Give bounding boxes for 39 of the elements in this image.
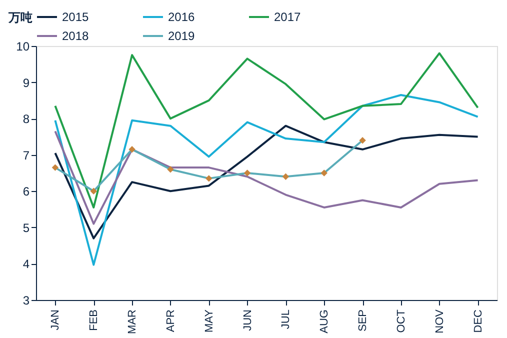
x-tick-label: AUG: [318, 310, 331, 334]
y-axis-title: 万吨: [8, 10, 32, 24]
point: [244, 170, 251, 176]
line-series: [54, 124, 479, 240]
x-tick-label: JUL: [280, 310, 292, 330]
point: [320, 170, 328, 176]
point: [206, 175, 212, 182]
y-tick-label: 8: [22, 112, 30, 126]
point: [90, 188, 97, 194]
y-tick-label: 5: [22, 220, 30, 235]
point: [282, 173, 290, 180]
line-series: [54, 52, 479, 208]
line-series: [54, 130, 479, 225]
x-tick-label: MAR: [126, 309, 139, 334]
point: [128, 146, 136, 153]
y-tick-label: 10: [16, 40, 30, 54]
point: [359, 136, 366, 144]
y-tick-label: 7: [22, 148, 30, 162]
x-tick-label: NOV: [434, 308, 446, 334]
legend-label: 2017: [274, 10, 302, 24]
line-series: [54, 94, 479, 266]
legend-label: 2018: [62, 29, 90, 43]
legend-label: 2015: [62, 10, 90, 24]
y-tick-label: 3: [22, 294, 30, 308]
x-tick-label: JAN: [50, 309, 62, 330]
y-tick-label: 4: [22, 257, 30, 272]
point: [167, 166, 174, 173]
x-tick-label: DEC: [472, 309, 484, 333]
x-tick-label: SEP: [357, 310, 370, 332]
y-tick-label: 9: [22, 76, 30, 90]
x-tick-label: OCT: [395, 309, 408, 333]
legend-label: 2019: [168, 29, 196, 43]
x-tick-label: MAY: [203, 308, 216, 333]
x-tick-label: APR: [164, 309, 177, 332]
y-tick-label: 6: [22, 184, 30, 199]
x-tick-label: JUN: [242, 309, 254, 331]
point: [52, 164, 59, 171]
legend-label: 2016: [168, 10, 196, 24]
x-tick-label: FEB: [88, 310, 100, 331]
